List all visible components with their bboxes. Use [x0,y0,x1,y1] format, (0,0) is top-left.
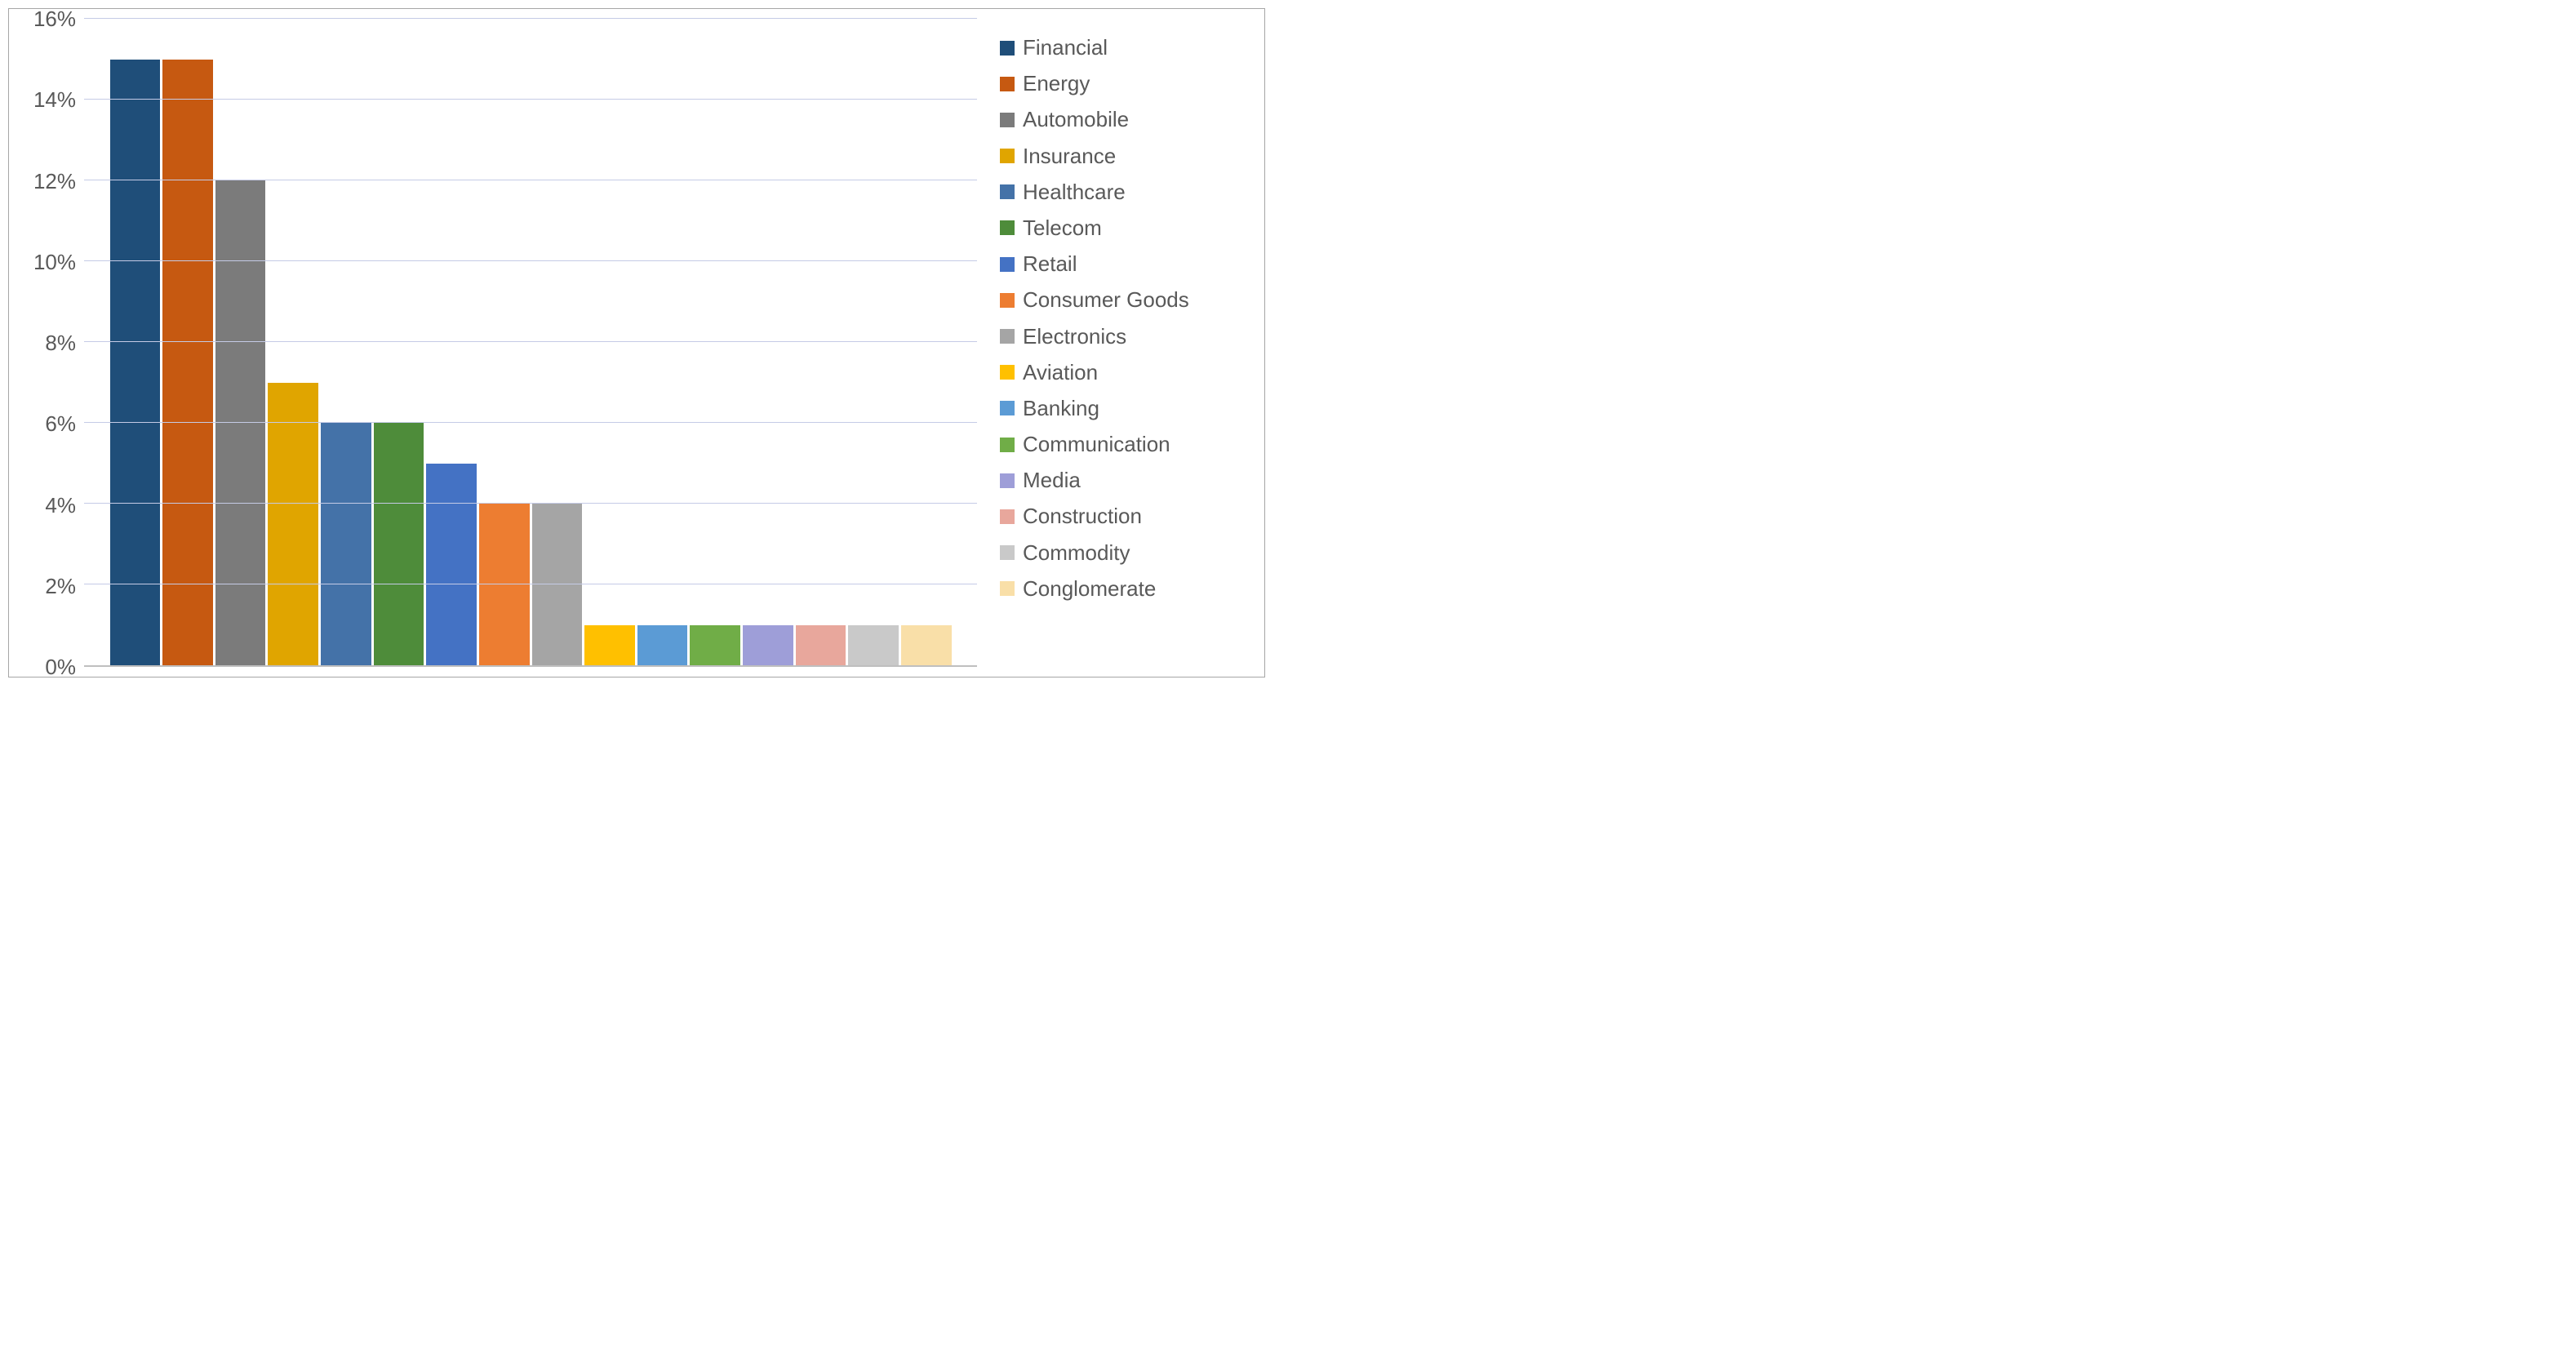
bar [426,464,477,666]
bar [637,625,688,666]
y-axis: 16% 14% 12% 10% 8% 6% 4% 2% 0% [19,19,84,667]
legend-label: Aviation [1023,360,1098,385]
legend-item: Consumer Goods [1000,287,1246,313]
legend-label: Communication [1023,432,1170,457]
legend-label: Commodity [1023,540,1130,566]
legend-label: Banking [1023,396,1099,421]
bar [743,625,793,666]
legend-swatch [1000,77,1015,91]
bar [110,60,161,666]
legend-label: Insurance [1023,144,1116,169]
legend-label: Healthcare [1023,180,1126,205]
legend-swatch [1000,41,1015,56]
legend-item: Media [1000,468,1246,493]
legend-swatch [1000,257,1015,272]
bar [532,504,583,665]
chart-container: 16% 14% 12% 10% 8% 6% 4% 2% 0% Financial… [8,8,1265,678]
legend-swatch [1000,184,1015,199]
legend-item: Aviation [1000,360,1246,385]
bars-group [84,19,977,665]
gridline [84,341,977,342]
legend-item: Communication [1000,432,1246,457]
legend-item: Conglomerate [1000,576,1246,602]
legend-swatch [1000,293,1015,308]
legend-label: Automobile [1023,107,1129,132]
legend-swatch [1000,473,1015,488]
legend-label: Conglomerate [1023,576,1156,602]
legend-item: Commodity [1000,540,1246,566]
legend-swatch [1000,329,1015,344]
legend-swatch [1000,438,1015,452]
legend-label: Retail [1023,251,1077,277]
legend-swatch [1000,545,1015,560]
legend-swatch [1000,113,1015,127]
legend-label: Consumer Goods [1023,287,1189,313]
legend-item: Retail [1000,251,1246,277]
legend-swatch [1000,365,1015,380]
legend-label: Construction [1023,504,1142,529]
legend-swatch [1000,401,1015,415]
bar [268,383,318,666]
gridline [84,503,977,504]
legend-label: Financial [1023,35,1108,60]
gridline [84,422,977,423]
legend-swatch [1000,509,1015,524]
legend-item: Energy [1000,71,1246,96]
legend-label: Electronics [1023,324,1126,349]
gridline [84,99,977,100]
legend-item: Construction [1000,504,1246,529]
legend-item: Healthcare [1000,180,1246,205]
legend-item: Telecom [1000,215,1246,241]
bar [690,625,740,666]
bar [374,423,424,665]
legend-item: Electronics [1000,324,1246,349]
gridline [84,18,977,19]
bar [321,423,371,665]
legend-item: Banking [1000,396,1246,421]
bar [901,625,952,666]
plot-wrap: 16% 14% 12% 10% 8% 6% 4% 2% 0% [19,19,977,667]
bar [215,180,266,665]
bar [796,625,846,666]
legend-swatch [1000,149,1015,163]
legend-swatch [1000,581,1015,596]
gridline [84,260,977,261]
bar [584,625,635,666]
legend: Financial Energy Automobile Insurance Health… [977,19,1255,667]
legend-item: Insurance [1000,144,1246,169]
legend-label: Energy [1023,71,1090,96]
legend-label: Telecom [1023,215,1102,241]
legend-item: Automobile [1000,107,1246,132]
legend-item: Financial [1000,35,1246,60]
legend-swatch [1000,220,1015,235]
bar [162,60,213,666]
plot-area [84,19,977,667]
legend-label: Media [1023,468,1081,493]
bar [479,504,530,665]
bar [848,625,899,666]
